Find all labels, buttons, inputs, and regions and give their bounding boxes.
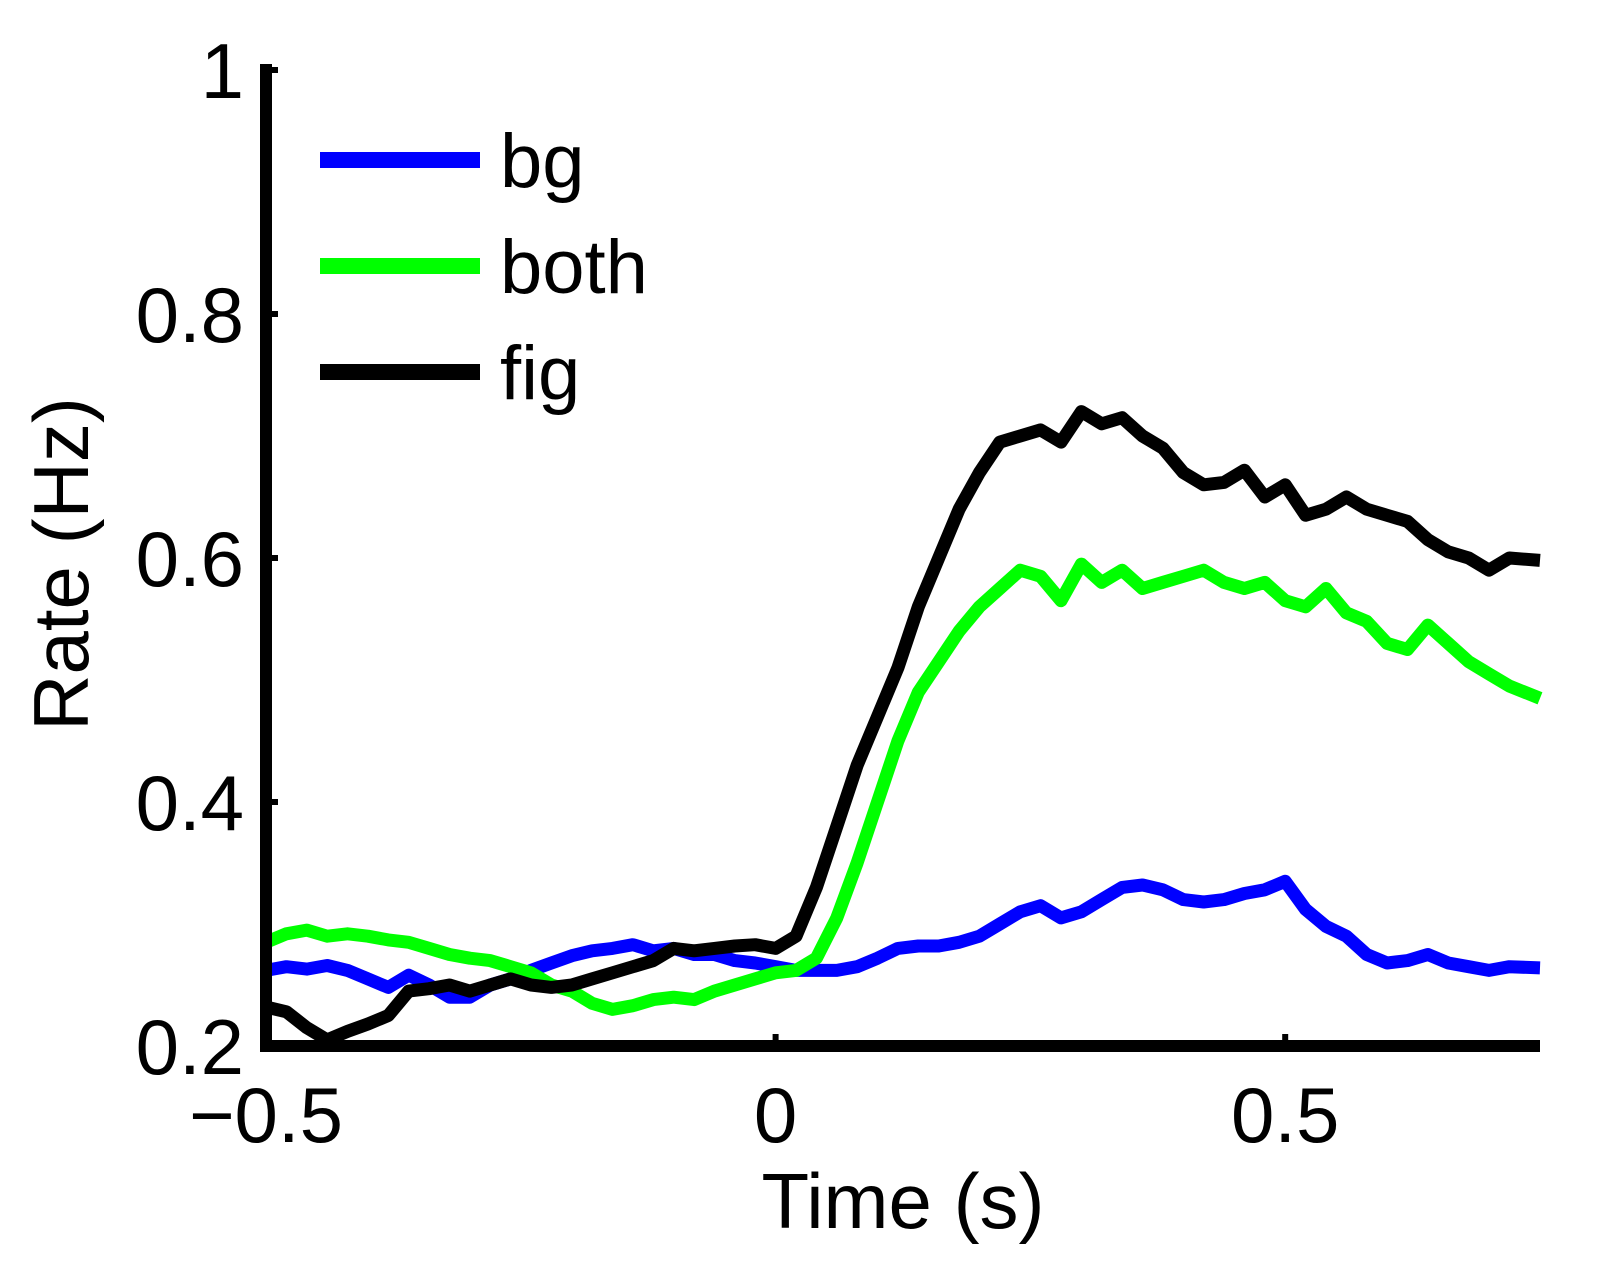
y-tick-label: 0.2 — [136, 1003, 244, 1091]
y-tick-label: 0.8 — [136, 271, 244, 359]
x-tick-label: 0.5 — [1231, 1071, 1339, 1159]
series-line-both — [263, 557, 1543, 1016]
ticks-layer: 0.2 0.4 0.6 0.8 1 −0.5 0 0.5 — [136, 27, 1340, 1159]
y-axis-label: Rate (Hz) — [17, 397, 105, 731]
legend-label-fig: fig — [500, 331, 580, 416]
x-tick-label: 0 — [754, 1071, 797, 1159]
y-tick-label: 1 — [201, 27, 244, 115]
y-tick-label: 0.6 — [136, 515, 244, 603]
series-layer — [263, 405, 1543, 1047]
x-tick-label: −0.5 — [189, 1071, 343, 1159]
series-line-bg — [264, 874, 1541, 1004]
legend-label-bg: bg — [500, 119, 585, 204]
y-tick-label: 0.4 — [136, 759, 244, 847]
axes-layer — [260, 64, 1540, 1052]
legend-label-both: both — [500, 225, 648, 310]
series-line-fig — [264, 405, 1541, 1047]
legend: bg both fig — [320, 119, 648, 416]
x-axis-label: Time (s) — [761, 1157, 1044, 1245]
